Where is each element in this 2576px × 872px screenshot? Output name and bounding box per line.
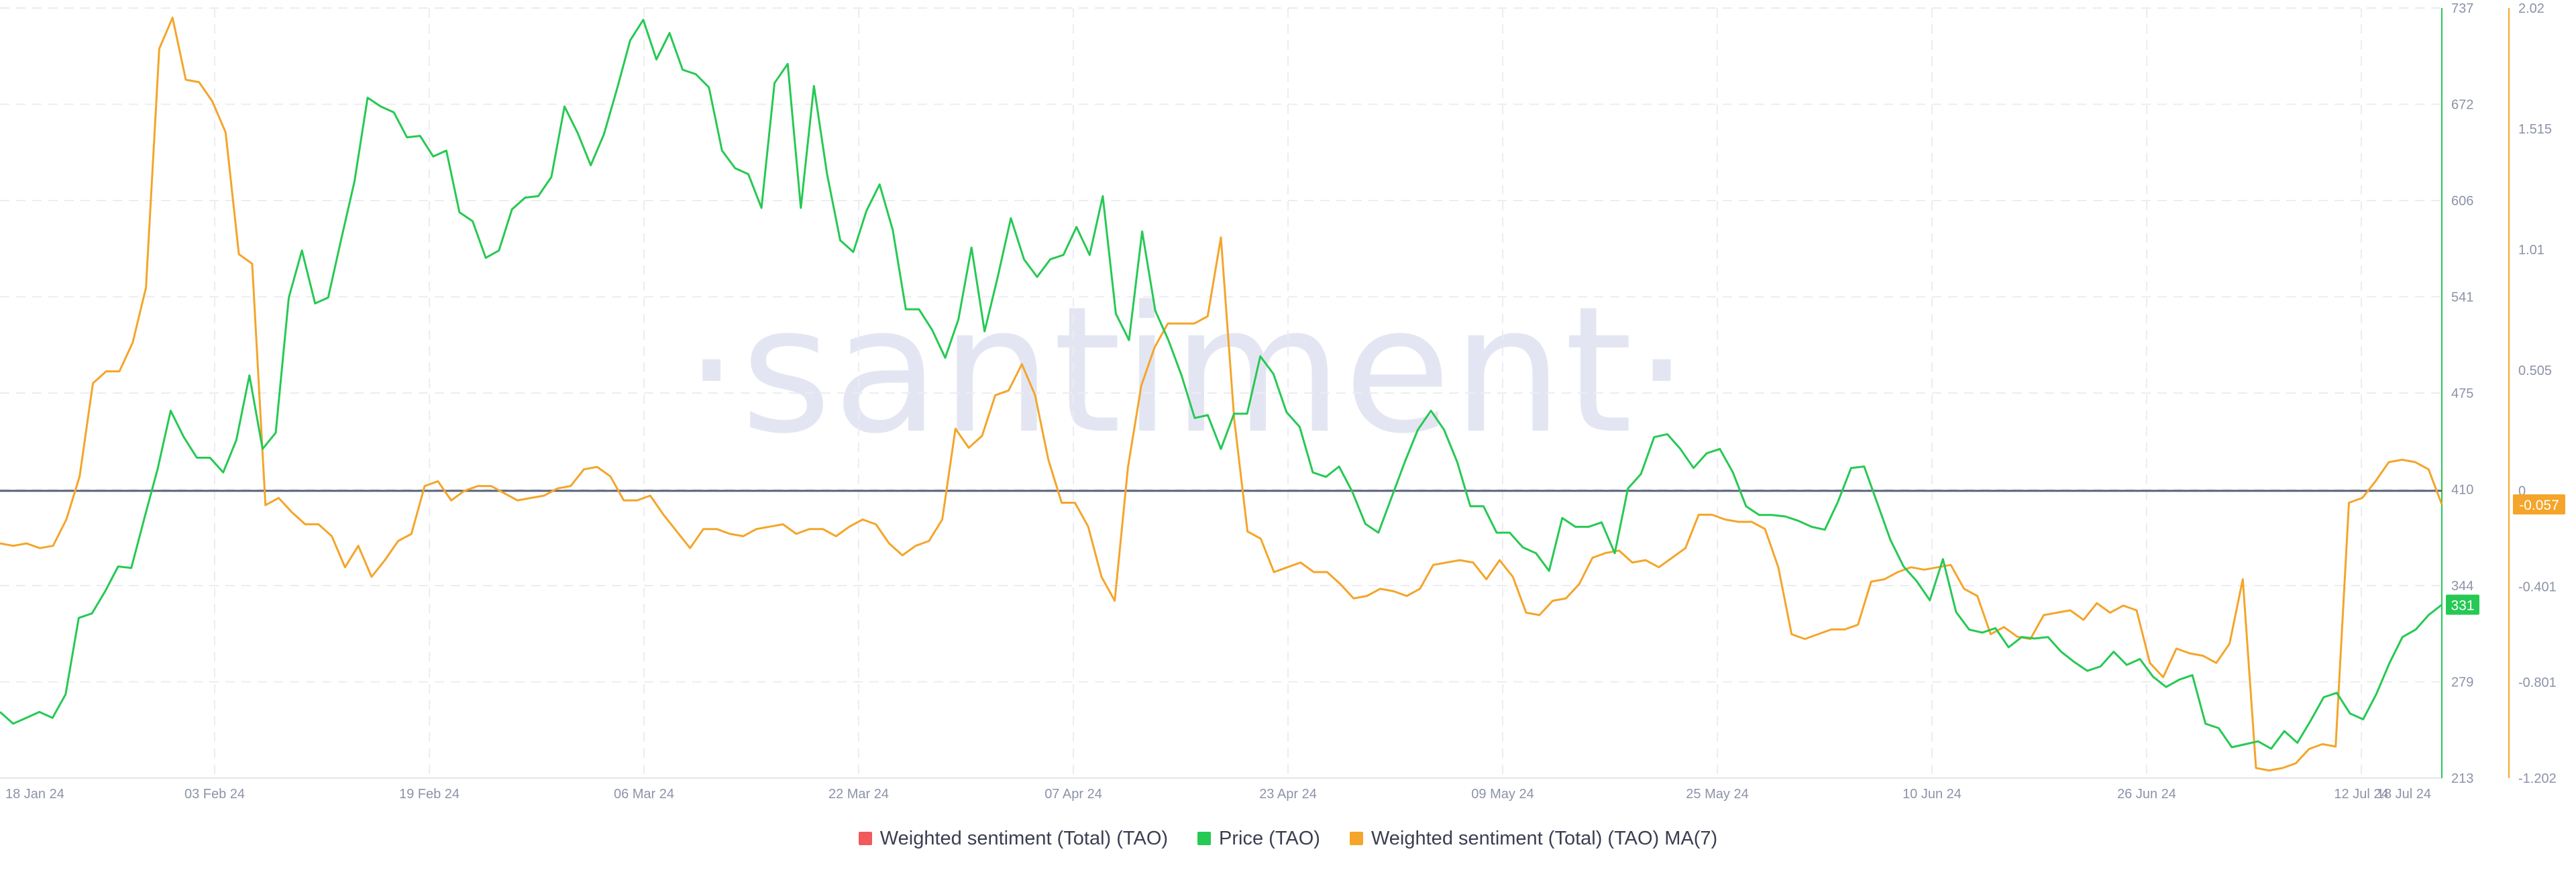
- sentiment-tick-label: -0.401: [2518, 580, 2557, 595]
- legend-label: Weighted sentiment (Total) (TAO) MA(7): [1371, 827, 1718, 849]
- price-tick-label: 213: [2451, 771, 2473, 786]
- series-group: [0, 16, 2443, 772]
- sentiment-tick-label: -1.202: [2518, 771, 2557, 786]
- legend-item-sentiment-ma7[interactable]: Weighted sentiment (Total) (TAO) MA(7): [1349, 827, 1718, 850]
- x-tick-label: 26 Jun 24: [2117, 787, 2176, 802]
- legend-swatch: [858, 832, 872, 845]
- sentiment-tick-label: 1.515: [2518, 122, 2552, 137]
- sentiment-tick-label: -0.801: [2518, 675, 2557, 690]
- x-tick-label: 18 Jan 24: [5, 787, 64, 802]
- sentiment-last-value-badge: -0.057: [2519, 498, 2559, 513]
- sentiment-axis: 2.02 1.515 1.01 0.505 0 -0.401 -0.801 -1.202: [2518, 1, 2557, 786]
- sentiment-tick-label: 0: [2518, 484, 2526, 499]
- sentiment-ma7-line: [0, 16, 2443, 772]
- x-tick-label: 22 Mar 24: [828, 787, 889, 802]
- price-tick-label: 541: [2451, 290, 2473, 305]
- sentiment-tick-label: 1.01: [2518, 243, 2544, 258]
- price-last-value-badge: 331: [2451, 598, 2474, 613]
- axis-lines: [0, 8, 2510, 779]
- x-tick-label: 10 Jun 24: [1902, 787, 1962, 802]
- price-tick-label: 410: [2451, 483, 2473, 498]
- price-tick-label: 737: [2451, 1, 2473, 16]
- x-tick-label: 07 Apr 24: [1044, 787, 1102, 802]
- chart-canvas: ·santiment· 18 Jan 24 03 Feb 24 19 Feb 24 0…: [0, 1, 2565, 802]
- santiment-watermark: ·santiment·: [684, 270, 1690, 472]
- price-tick-label: 344: [2451, 579, 2473, 594]
- price-tick-label: 279: [2451, 675, 2473, 690]
- sentiment-tick-label: 2.02: [2518, 1, 2544, 16]
- x-tick-label: 09 May 24: [1471, 787, 1534, 802]
- price-tick-label: 672: [2451, 98, 2473, 113]
- legend: Weighted sentiment (Total) (TAO) Price (…: [0, 825, 2576, 852]
- price-axis: 737 672 606 541 475 410 344 279 213: [2451, 1, 2473, 786]
- sentiment-last-value-badge-bg: [2513, 494, 2565, 515]
- last-value-badges: 331 -0.057: [2446, 494, 2565, 615]
- price-line: [0, 19, 2443, 750]
- price-tick-label: 475: [2451, 386, 2473, 401]
- legend-swatch: [1349, 832, 1363, 845]
- x-tick-label: 06 Mar 24: [614, 787, 674, 802]
- price-tick-label: 606: [2451, 194, 2473, 209]
- sentiment-tick-label: 0.505: [2518, 364, 2552, 378]
- x-axis: 18 Jan 24 03 Feb 24 19 Feb 24 06 Mar 24 22 M…: [5, 787, 2431, 802]
- legend-label: Price (TAO): [1219, 827, 1320, 849]
- legend-swatch: [1197, 832, 1212, 845]
- x-tick-label: 18 Jul 24: [2377, 787, 2431, 802]
- x-tick-label: 03 Feb 24: [184, 787, 245, 802]
- price-last-value-badge-bg: [2446, 594, 2479, 615]
- x-tick-label: 25 May 24: [1686, 787, 1748, 802]
- legend-label: Weighted sentiment (Total) (TAO): [879, 827, 1169, 849]
- x-tick-label: 19 Feb 24: [399, 787, 460, 802]
- x-tick-label: 23 Apr 24: [1259, 787, 1317, 802]
- x-tick-label: 12 Jul 24: [2334, 787, 2388, 802]
- legend-item-weighted-sentiment[interactable]: Weighted sentiment (Total) (TAO): [858, 827, 1169, 850]
- legend-item-price[interactable]: Price (TAO): [1197, 828, 1320, 850]
